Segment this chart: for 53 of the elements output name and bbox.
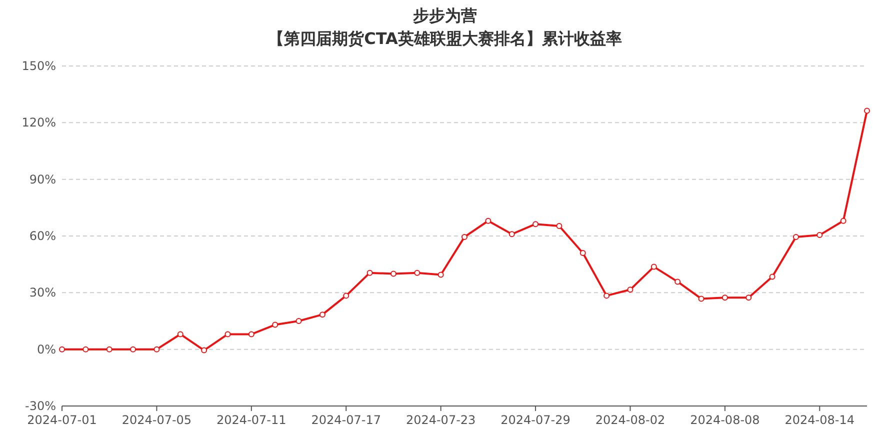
point [792, 234, 799, 240]
point [840, 218, 846, 224]
y-tick-label: 0% [36, 342, 56, 356]
point [343, 292, 350, 299]
point [177, 331, 184, 338]
x-tick-label: 2024-07-01 [27, 413, 97, 427]
point [201, 347, 208, 354]
point [650, 264, 657, 270]
point [698, 296, 704, 302]
point [604, 292, 610, 299]
x-tick-label: 2024-08-02 [595, 413, 666, 427]
y-tick-label: -30% [24, 399, 56, 413]
point [438, 272, 444, 278]
point [532, 221, 539, 228]
point [272, 322, 278, 328]
point [508, 231, 515, 238]
point [627, 286, 634, 293]
x-tick-label: 2024-08-08 [690, 413, 760, 427]
x-tick-label: 2024-08-14 [784, 413, 855, 427]
point [769, 274, 776, 280]
x-tick-label: 2024-07-11 [216, 413, 286, 427]
point [864, 108, 870, 114]
y-tick-label: 90% [29, 172, 56, 186]
chart-title: 步步为营 [412, 6, 477, 25]
point [414, 270, 420, 276]
x-tick-label: 2024-07-17 [311, 413, 381, 427]
point [674, 278, 681, 285]
point [296, 318, 302, 324]
point [816, 232, 823, 238]
point [556, 222, 562, 229]
point [462, 234, 468, 240]
y-tick-label: 30% [29, 286, 56, 300]
point [59, 346, 65, 352]
chart-subtitle: 【第四届期货CTA英雄联盟大赛排名】累计收益率 [268, 29, 622, 48]
point [722, 294, 728, 301]
point [319, 312, 326, 318]
point [154, 346, 160, 352]
x-tick-label: 2024-07-29 [500, 413, 570, 427]
point [130, 346, 136, 352]
x-tick-label: 2024-07-23 [406, 413, 476, 427]
point [224, 331, 231, 338]
point [580, 250, 586, 256]
y-tick-label: 150% [22, 59, 56, 73]
point [248, 331, 254, 338]
point [106, 346, 112, 352]
point [366, 270, 373, 276]
point [485, 218, 492, 224]
x-tick-label: 2024-07-05 [122, 413, 192, 427]
y-tick-label: 120% [22, 116, 56, 130]
point [82, 346, 89, 352]
y-tick-label: 60% [29, 229, 56, 243]
point [746, 294, 752, 301]
point [390, 270, 396, 277]
